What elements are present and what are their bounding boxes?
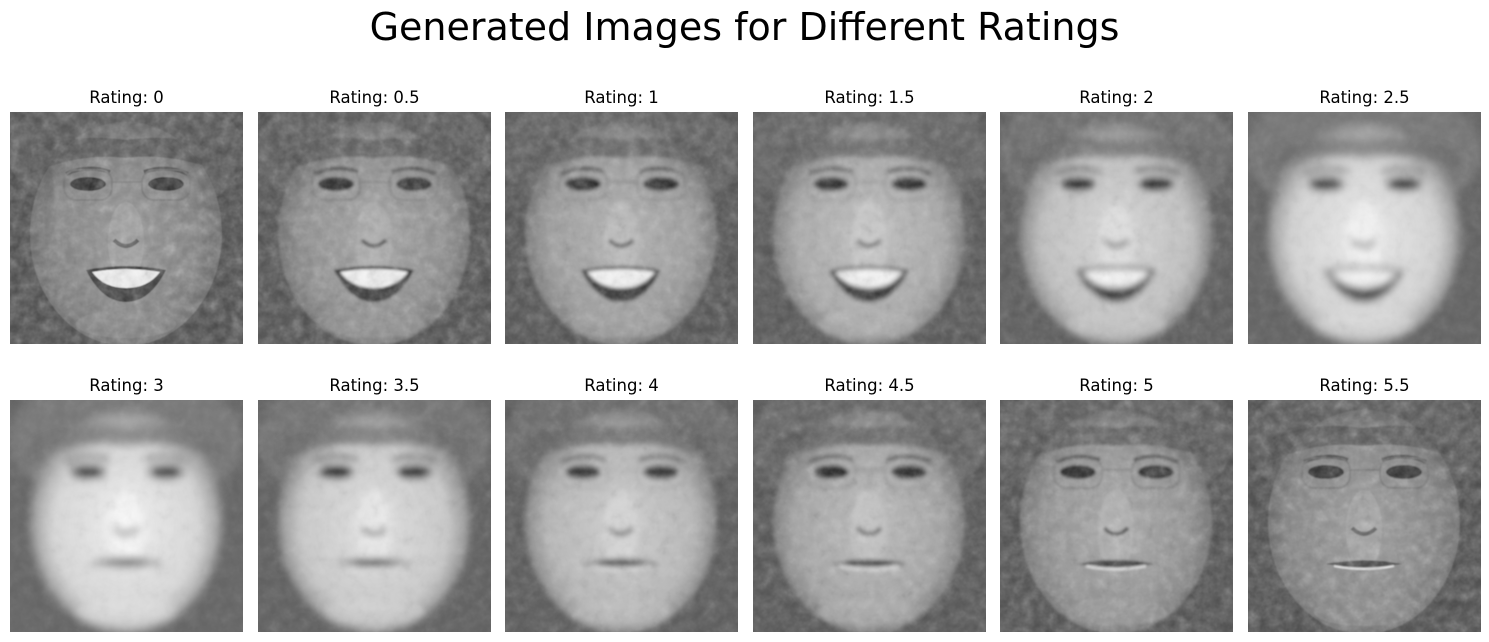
panel-title: Rating: 5 — [1079, 376, 1154, 395]
panel-title: Rating: 0 — [89, 88, 164, 107]
panel-title: Rating: 2.5 — [1319, 88, 1410, 107]
panel-title: Rating: 1.5 — [824, 88, 915, 107]
panel-title: Rating: 1 — [584, 88, 659, 107]
generated-face-image — [753, 400, 986, 632]
generated-face-image — [1000, 112, 1233, 344]
generated-face-image — [505, 400, 738, 632]
panel-title: Rating: 0.5 — [329, 88, 420, 107]
panel-title: Rating: 5.5 — [1319, 376, 1410, 395]
panel-title: Rating: 4 — [584, 376, 659, 395]
generated-face-image — [505, 112, 738, 344]
figure-title: Generated Images for Different Ratings — [369, 5, 1120, 49]
generated-face-image — [1000, 400, 1233, 632]
generated-face-image — [258, 400, 491, 632]
panel-title: Rating: 2 — [1079, 88, 1154, 107]
generated-face-image — [1248, 400, 1481, 632]
panel-title: Rating: 4.5 — [824, 376, 915, 395]
generated-face-image — [10, 400, 243, 632]
generated-face-image — [258, 112, 491, 344]
generated-face-image — [1248, 112, 1481, 344]
panel-title: Rating: 3.5 — [329, 376, 420, 395]
generated-face-image — [753, 112, 986, 344]
generated-face-image — [10, 112, 243, 344]
panel-title: Rating: 3 — [89, 376, 164, 395]
